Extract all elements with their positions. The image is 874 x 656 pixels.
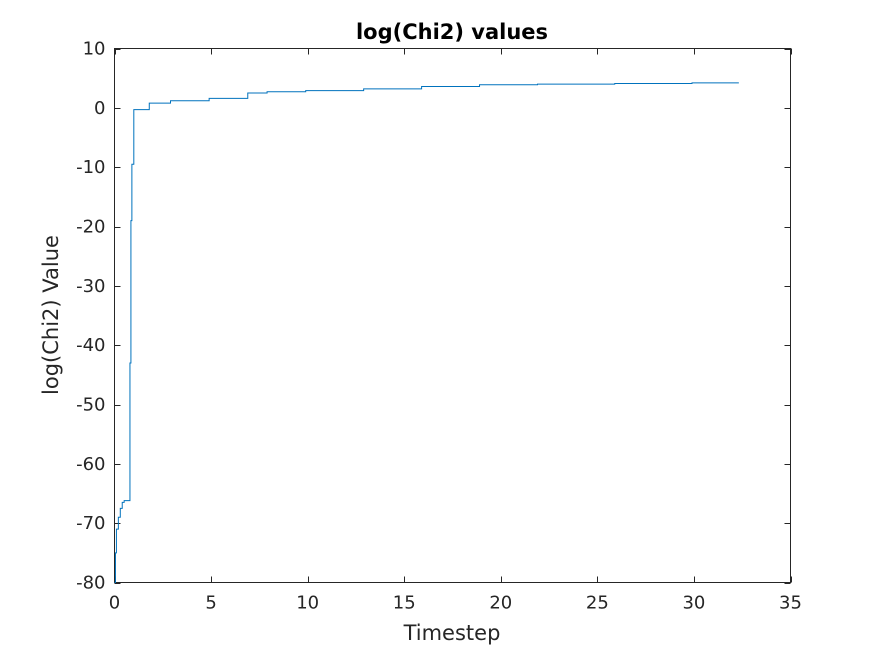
y-tick-label: 10 bbox=[83, 39, 106, 60]
y-tick-label: -20 bbox=[76, 217, 105, 238]
x-tick-label: 0 bbox=[109, 593, 120, 614]
y-axis-tick-labels: -80 -70 -60 -50 -40 -30 -20 -10 0 10 bbox=[76, 39, 105, 594]
y-tick-label: -30 bbox=[76, 276, 105, 297]
y-tick-label: -80 bbox=[76, 573, 105, 594]
y-tick-label: -70 bbox=[76, 513, 105, 534]
axes-box bbox=[114, 48, 791, 583]
y-tick-label: 0 bbox=[94, 98, 105, 119]
x-tick-label: 5 bbox=[205, 593, 216, 614]
plot-area: 0 5 10 15 20 25 30 35 -80 -70 -60 -50 -40 -30 -20 -10 0… bbox=[76, 39, 802, 614]
series-line bbox=[114, 82, 739, 583]
x-axis-label: Timestep bbox=[403, 621, 501, 645]
x-axis-tick-labels: 0 5 10 15 20 25 30 35 bbox=[109, 593, 802, 614]
y-tick-label: -60 bbox=[76, 454, 105, 475]
x-tick-label: 30 bbox=[682, 593, 705, 614]
y-tick-label: -10 bbox=[76, 157, 105, 178]
y-axis-label: log(Chi2) Value bbox=[39, 235, 63, 395]
x-tick-label: 20 bbox=[489, 593, 512, 614]
x-tick-label: 35 bbox=[779, 593, 802, 614]
y-tick-label: -40 bbox=[76, 335, 105, 356]
x-tick-label: 15 bbox=[393, 593, 416, 614]
y-axis-ticks bbox=[114, 49, 791, 584]
series-group bbox=[114, 82, 739, 583]
x-tick-label: 10 bbox=[296, 593, 319, 614]
chart-title: log(Chi2) values bbox=[356, 20, 548, 44]
y-tick-label: -50 bbox=[76, 395, 105, 416]
x-tick-label: 25 bbox=[586, 593, 609, 614]
